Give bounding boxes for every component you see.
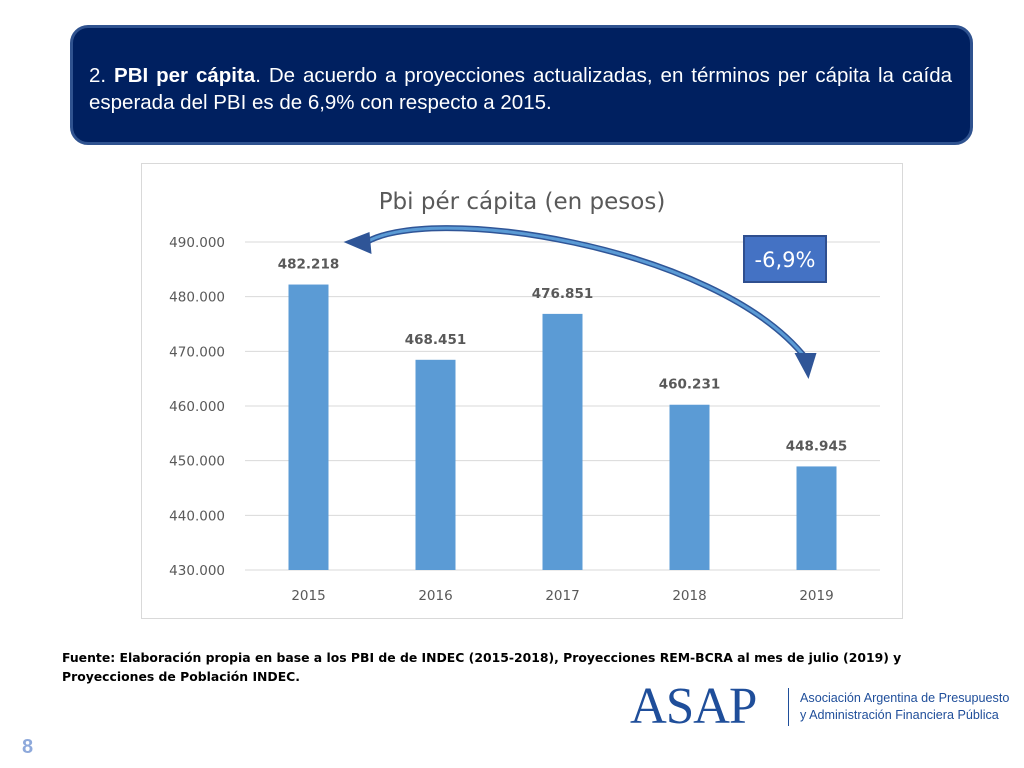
bar-2017 — [542, 313, 583, 570]
source-note: Fuente: Elaboración propia en base a los… — [62, 650, 902, 684]
header-number: 2. — [89, 64, 107, 87]
data-label: 482.218 — [278, 257, 340, 273]
data-label: 460.231 — [659, 377, 721, 393]
change-badge-box — [743, 235, 827, 283]
logo-wordmark: ASAP — [630, 678, 757, 735]
y-tick-label: 480.000 — [169, 290, 225, 306]
asap-logo[interactable]: ASAP Asociación Argentina de Presupuesto… — [630, 678, 1010, 735]
trend-arrow-tail — [343, 232, 372, 254]
y-tick-label: 460.000 — [169, 399, 225, 415]
bar-2018 — [669, 404, 710, 570]
y-tick-label: 450.000 — [169, 454, 225, 470]
bar-2019 — [796, 466, 837, 570]
change-badge-label: -6,9% — [755, 248, 816, 272]
x-tick-label: 2017 — [545, 588, 579, 604]
data-label: 448.945 — [786, 438, 848, 454]
y-tick-label: 440.000 — [169, 508, 225, 524]
y-tick-label: 490.000 — [169, 235, 225, 251]
trend-arrow-curve-highlight — [362, 226, 808, 361]
header-box: 2. PBI per cápita. De acuerdo a proyecci… — [70, 25, 973, 145]
logo-divider — [788, 688, 789, 726]
logo-line-1: Asociación Argentina de Presupuesto — [800, 691, 1010, 705]
bar-2016 — [415, 359, 456, 570]
data-label: 476.851 — [532, 286, 594, 302]
logo-line-2: y Administración Financiera Pública — [800, 708, 999, 722]
x-tick-label: 2018 — [672, 588, 706, 604]
chart-title: Pbi pér cápita (en pesos) — [379, 189, 666, 215]
bar-chart: Pbi pér cápita (en pesos) 430.000 440.000… — [169, 189, 880, 604]
data-label: 468.451 — [405, 332, 467, 348]
header-body: . De acuerdo a proyecciones actualizadas… — [89, 64, 952, 114]
header-heading: PBI per cápita — [114, 64, 256, 87]
x-tick-label: 2015 — [291, 588, 325, 604]
logo-org-name: Asociación Argentina de Presupuesto y Ad… — [800, 690, 1010, 724]
bar-2015 — [288, 284, 329, 570]
x-tick-label: 2019 — [799, 588, 833, 604]
chart-frame: Pbi pér cápita (en pesos) 430.000 440.000… — [141, 163, 903, 619]
trend-arrow-head — [794, 353, 817, 379]
x-tick-label: 2016 — [418, 588, 452, 604]
y-tick-label: 470.000 — [169, 344, 225, 360]
y-tick-label: 430.000 — [169, 563, 225, 579]
page-number: 8 — [22, 736, 34, 758]
